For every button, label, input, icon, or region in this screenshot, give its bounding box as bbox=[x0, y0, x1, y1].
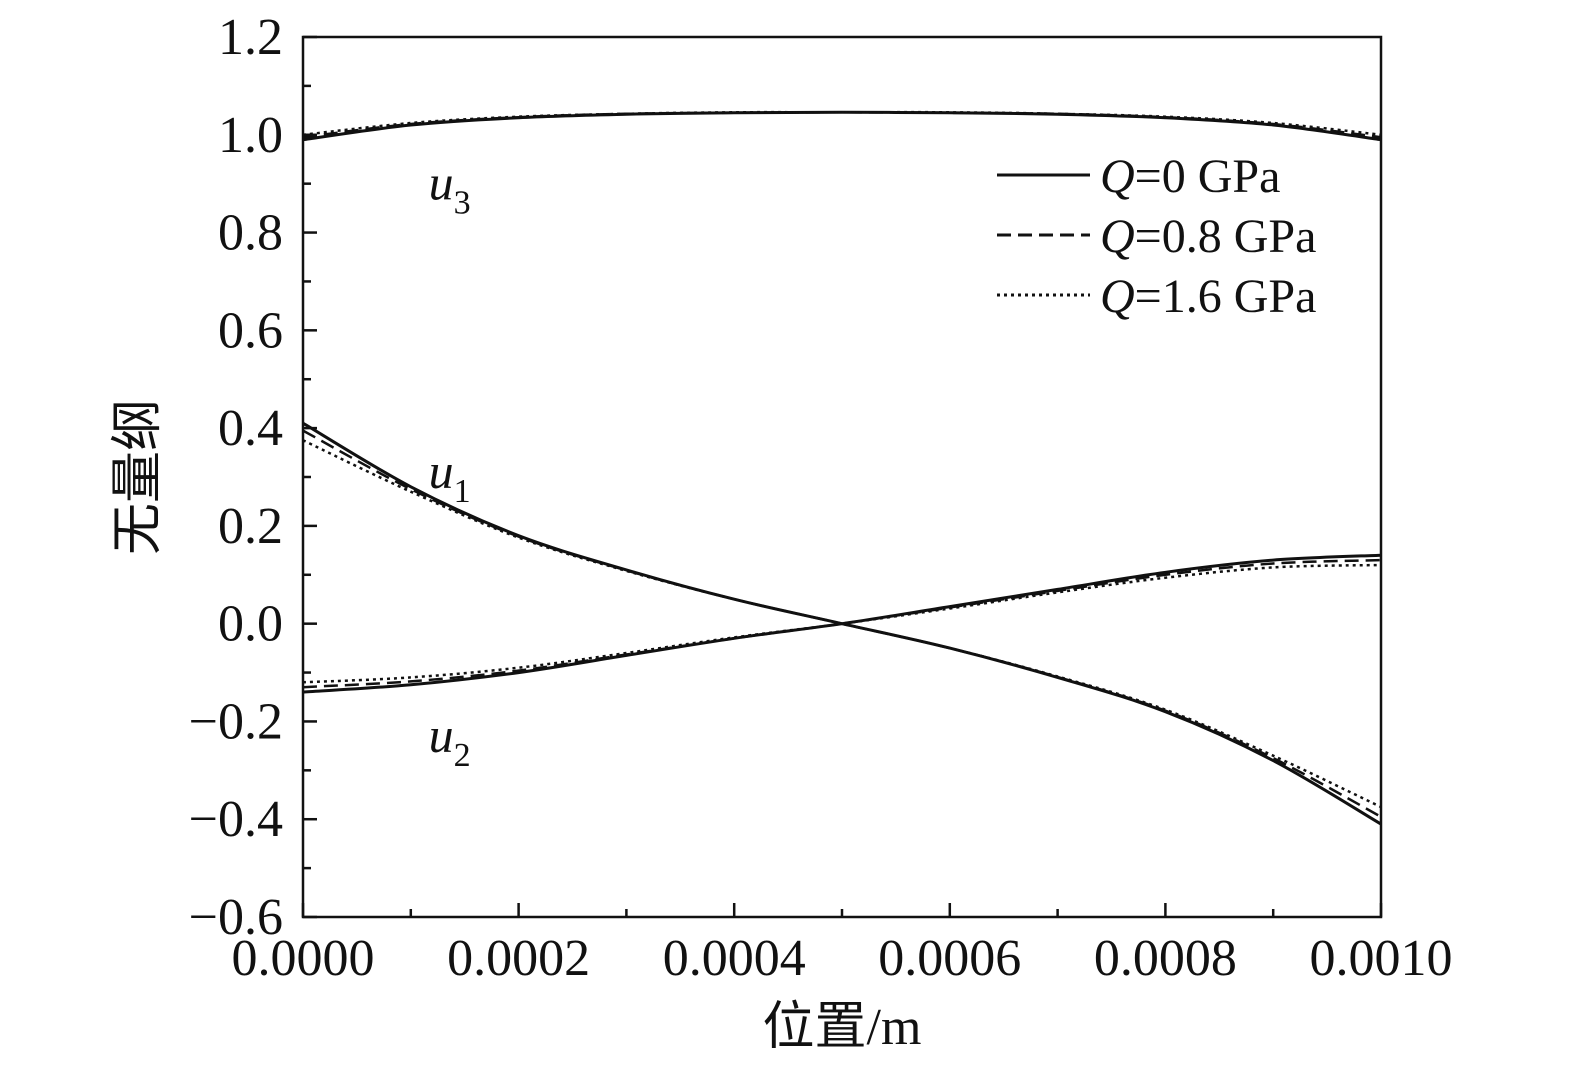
curves-layer bbox=[302, 110, 1382, 826]
series-line-u2-dashed bbox=[302, 558, 1382, 689]
series-line-u3-solid bbox=[302, 110, 1382, 142]
legend: Q=0 GPa Q=0.8 GPa Q=1.6 GPa bbox=[997, 150, 1316, 323]
y-tick-label: 0.8 bbox=[218, 205, 283, 262]
y-tick-label: 1.2 bbox=[218, 9, 283, 66]
y-axis-title: 无量纲 bbox=[110, 399, 167, 555]
series-line-u2-dotted bbox=[302, 563, 1382, 684]
x-tick-label: 0.0008 bbox=[1094, 930, 1237, 987]
tick-labels-layer: 0.0000 0.0002 0.0004 0.0006 0.0008 0.0010 1.2 1… bbox=[189, 9, 1453, 987]
y-tick-label: −0.6 bbox=[189, 889, 283, 946]
y-tick-label: 0.0 bbox=[218, 596, 283, 653]
legend-label: Q=0.8 GPa bbox=[1100, 210, 1316, 263]
y-tick-label: −0.4 bbox=[189, 791, 283, 848]
x-tick-label: 0.0004 bbox=[663, 930, 806, 987]
series-line-u2-solid bbox=[302, 553, 1382, 694]
x-tick-label: 0.0010 bbox=[1310, 930, 1453, 987]
curve-label: u2 bbox=[429, 707, 471, 774]
curve-label: u3 bbox=[429, 155, 471, 222]
x-tick-label: 0.0006 bbox=[878, 930, 1021, 987]
y-tick-label: 1.0 bbox=[218, 107, 283, 164]
curve-labels-layer: u3 u1 u2 bbox=[429, 155, 471, 774]
x-axis-title: 位置/m bbox=[763, 999, 922, 1056]
series-line-u3-dotted bbox=[302, 110, 1382, 137]
y-tick-label: 0.2 bbox=[218, 498, 283, 555]
y-tick-label: −0.2 bbox=[189, 693, 283, 750]
y-tick-label: 0.4 bbox=[218, 400, 283, 457]
x-tick-label: 0.0000 bbox=[232, 930, 375, 987]
x-tick-label: 0.0002 bbox=[447, 930, 590, 987]
curve-label: u1 bbox=[429, 443, 471, 510]
legend-label: Q=1.6 GPa bbox=[1100, 270, 1316, 323]
legend-label: Q=0 GPa bbox=[1100, 150, 1280, 203]
series-line-u3-dashed bbox=[302, 111, 1382, 139]
y-tick-label: 0.6 bbox=[218, 302, 283, 359]
ticks-layer bbox=[301, 35, 1383, 919]
